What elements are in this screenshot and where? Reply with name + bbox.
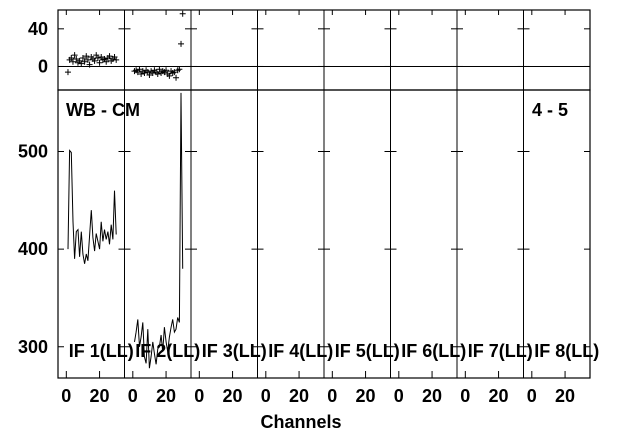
x-tick-label: 0 bbox=[327, 386, 337, 406]
x-tick-label: 0 bbox=[394, 386, 404, 406]
grid-layer bbox=[58, 10, 590, 378]
residual-point bbox=[154, 71, 161, 77]
panel-labels: IF 1(LL) IF 2(LL) IF 3(LL) IF 4(LL) IF 5(LL)… bbox=[69, 341, 600, 361]
residual-point bbox=[173, 74, 180, 81]
residual-point bbox=[179, 10, 186, 17]
residual-point bbox=[113, 56, 120, 63]
x-tick-label: 20 bbox=[422, 386, 442, 406]
residual-point bbox=[94, 55, 101, 61]
residual-point bbox=[71, 52, 78, 59]
panel-label: IF 3(LL) bbox=[202, 341, 267, 361]
x-axis-title: Channels bbox=[260, 412, 341, 432]
panel-label: IF 4(LL) bbox=[268, 341, 333, 361]
x-tick-label: 20 bbox=[489, 386, 509, 406]
x-tick-label: 0 bbox=[527, 386, 537, 406]
x-tick-label: 20 bbox=[223, 386, 243, 406]
residual-point bbox=[136, 66, 143, 73]
x-tick-label: 20 bbox=[555, 386, 575, 406]
panel-label: IF 2(LL) bbox=[135, 341, 200, 361]
residual-point bbox=[83, 53, 90, 60]
top-ytick-label: 40 bbox=[28, 19, 48, 39]
data-layer bbox=[64, 10, 186, 369]
residual-point bbox=[68, 55, 75, 61]
x-tick-label: 0 bbox=[261, 386, 271, 406]
x-tick-label: 20 bbox=[356, 386, 376, 406]
residual-point bbox=[81, 58, 88, 65]
residual-point bbox=[69, 58, 76, 65]
residual-point bbox=[166, 72, 173, 79]
residual-point bbox=[163, 67, 170, 74]
residual-point bbox=[106, 53, 113, 60]
panel-label: IF 1(LL) bbox=[69, 341, 134, 361]
bottom-ytick-label: 400 bbox=[18, 239, 48, 259]
baseline-label: 4 - 5 bbox=[532, 100, 568, 120]
x-tick-label: 0 bbox=[128, 386, 138, 406]
top-left-label: WB - CM bbox=[66, 100, 140, 120]
x-tick-label: 0 bbox=[194, 386, 204, 406]
residual-point bbox=[86, 61, 93, 68]
x-tick-label: 20 bbox=[156, 386, 176, 406]
residual-point bbox=[96, 59, 103, 66]
top-ytick-label: 0 bbox=[38, 56, 48, 76]
panel-label: IF 7(LL) bbox=[468, 341, 533, 361]
residual-point bbox=[103, 58, 110, 65]
residual-point bbox=[79, 55, 86, 61]
residual-point bbox=[178, 40, 185, 47]
residual-point bbox=[156, 66, 163, 73]
residual-point bbox=[84, 56, 91, 63]
x-tick-label: 20 bbox=[90, 386, 110, 406]
x-tick-label: 20 bbox=[289, 386, 309, 406]
bottom-ytick-label: 500 bbox=[18, 142, 48, 162]
residual-point bbox=[176, 66, 183, 73]
residual-point bbox=[73, 55, 80, 62]
panel-label: IF 5(LL) bbox=[335, 341, 400, 361]
x-tick-label: 0 bbox=[61, 386, 71, 406]
residual-point bbox=[78, 60, 85, 67]
residual-point bbox=[171, 69, 178, 76]
amplitude-line bbox=[134, 92, 184, 369]
residual-point bbox=[146, 71, 153, 78]
tick-labels: 0 40 300 400 500 0 20 0 20 0 20 0 20 0 20 0 20 0 20 0 20 bbox=[18, 19, 575, 406]
x-tick-label: 0 bbox=[460, 386, 470, 406]
panel-label: IF 8(LL) bbox=[534, 341, 599, 361]
amplitude-line bbox=[67, 149, 117, 264]
residual-point bbox=[91, 57, 98, 64]
residual-point bbox=[64, 69, 71, 76]
bottom-ytick-label: 300 bbox=[18, 337, 48, 357]
panel-label: IF 6(LL) bbox=[401, 341, 466, 361]
